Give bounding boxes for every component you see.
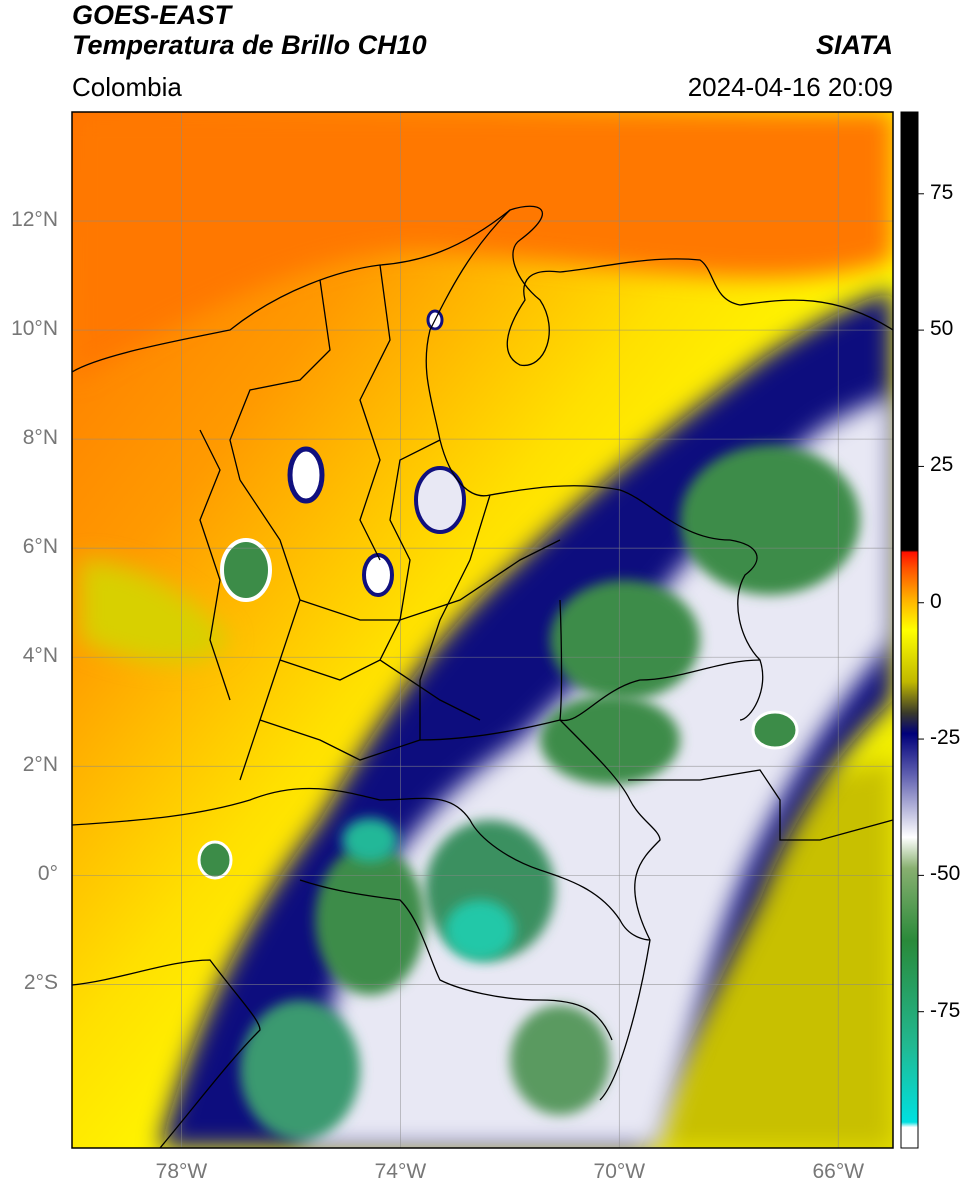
dept-border-1 [229, 279, 331, 481]
olive-west [80, 560, 230, 664]
storm-cell-g [751, 710, 799, 750]
title-satellite: GOES-EAST [72, 0, 232, 30]
colorbar-tick-label: -75 [930, 998, 961, 1022]
lat-tick-label: 8°N [22, 426, 58, 450]
pacific-coast [199, 429, 231, 701]
cold-top-southwest [315, 845, 425, 995]
region-label: Colombia [72, 72, 182, 102]
colorbar-tick-label: 0 [930, 589, 942, 613]
graticule [72, 112, 893, 1148]
caribbean-coast [72, 205, 893, 373]
lat-tick-label: 2°S [23, 971, 58, 995]
lat-tick-label: 6°N [22, 535, 58, 559]
brazil-border [419, 719, 661, 1101]
dept-border-7 [279, 659, 481, 721]
lat-tick-label: 10°N [11, 317, 58, 341]
storm-cell-d [362, 553, 394, 597]
source-label: SIATA [816, 30, 893, 60]
lat-tick-label: 4°N [22, 644, 58, 668]
peru-coast [72, 959, 261, 1148]
cold-top-center [550, 580, 700, 700]
coldest-top-teal [445, 900, 515, 960]
dept-border-5 [419, 494, 491, 740]
colorbar-tick-label: 25 [930, 453, 954, 477]
storm-cell-b [414, 466, 466, 534]
storm-cell-a [220, 538, 272, 602]
ecuador-border [72, 787, 651, 941]
colorbar-tick-label: 50 [930, 317, 954, 341]
title-product: Temperatura de Brillo CH10 [72, 30, 427, 60]
guyana-border [628, 769, 893, 841]
colorbar-tick-label: 75 [930, 180, 954, 204]
lat-tick-label: 2°N [22, 753, 58, 777]
warm-north-region [72, 112, 893, 380]
lon-tick-label: 66°W [812, 1160, 865, 1183]
storm-cell-c [287, 446, 325, 504]
lat-tick-label: 0° [37, 862, 58, 886]
storm-cell-f [197, 840, 233, 880]
colorbar-tick-label: -25 [930, 726, 961, 750]
colorbar-tick-label: -50 [930, 862, 961, 886]
lon-tick-label: 78°W [155, 1160, 208, 1183]
datetime-label: 2024-04-16 20:09 [687, 72, 893, 102]
dept-border-8 [259, 719, 421, 761]
orinoco-border [559, 599, 761, 722]
peru-border [299, 879, 613, 1041]
dept-border-3 [379, 439, 441, 661]
venezuela-border [425, 209, 764, 721]
cold-top-far-south [240, 1000, 360, 1140]
imagery-layer [72, 112, 893, 1148]
cold-top-east [680, 445, 860, 595]
dept-border-6 [299, 539, 561, 621]
lat-tick-label: 12°N [11, 208, 58, 232]
lon-tick-label: 70°W [593, 1160, 646, 1183]
coldest-top-teal-2 [342, 818, 398, 862]
cold-top-amazon [510, 1005, 610, 1115]
boundaries [72, 205, 893, 1148]
map-frame [71, 111, 894, 1149]
dept-border-4 [239, 479, 301, 781]
lon-tick-label: 74°W [374, 1160, 427, 1183]
dept-border-2 [359, 264, 391, 561]
colorbar-ticks [918, 193, 924, 1013]
colorbar [900, 111, 919, 1149]
